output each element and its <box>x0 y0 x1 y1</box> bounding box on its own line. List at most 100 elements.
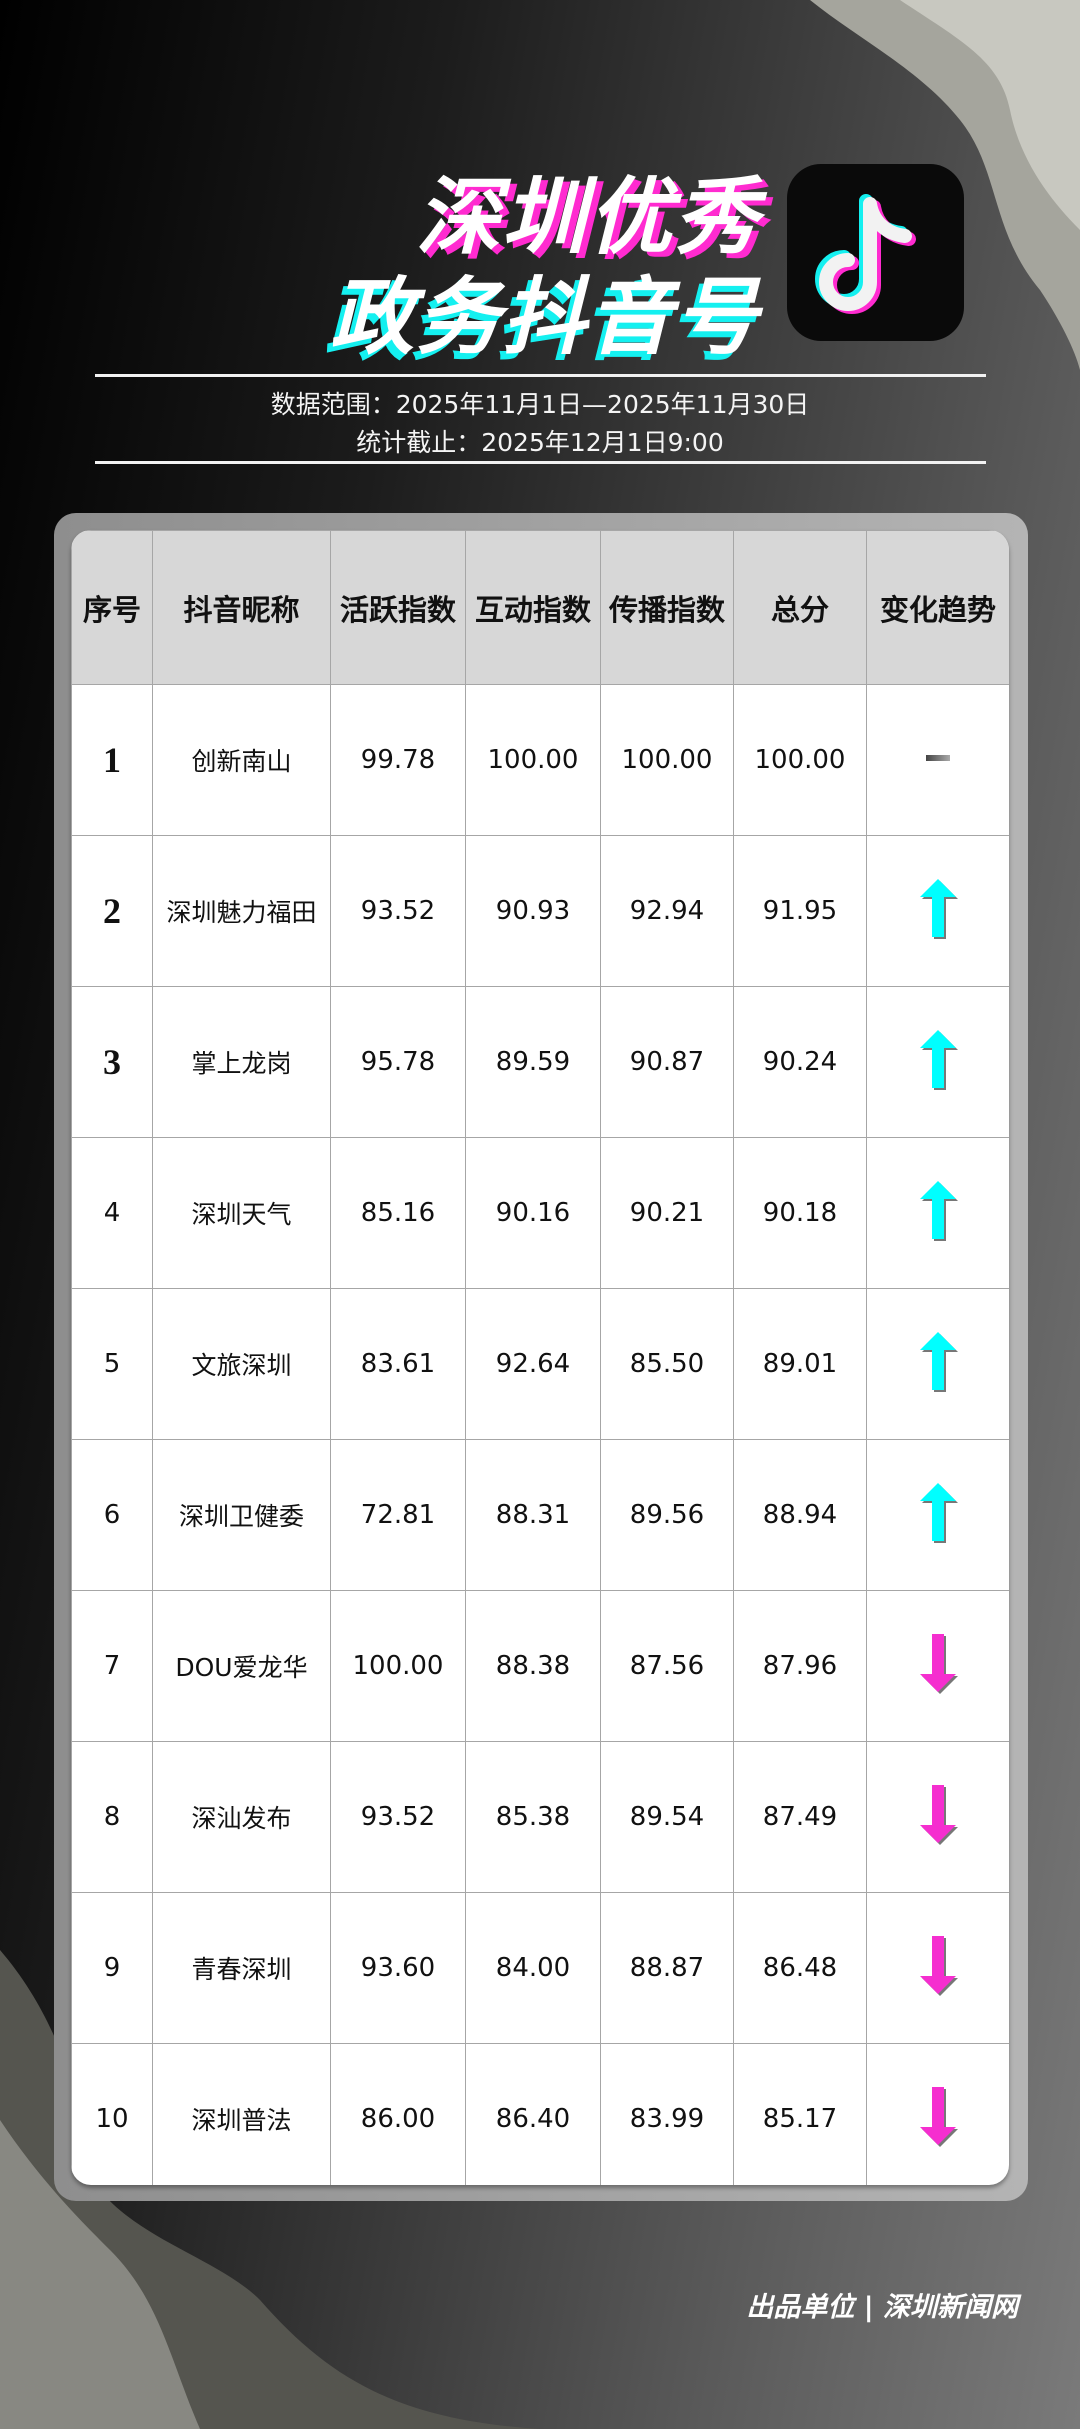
cell-interaction: 88.38 <box>465 1590 601 1742</box>
cell-rank: 6 <box>71 1439 153 1591</box>
cell-spread: 85.50 <box>600 1288 734 1440</box>
arrow-up-icon <box>918 1180 958 1250</box>
table-row: 5 文旅深圳 83.61 92.64 85.50 89.01 <box>71 1288 1009 1440</box>
arrow-up-icon <box>918 1029 958 1099</box>
producer-credit: 出品单位 | 深圳新闻网 <box>746 2292 1018 2323</box>
cell-spread: 92.94 <box>600 835 734 987</box>
cell-interaction: 90.93 <box>465 835 601 987</box>
table-row: 6 深圳卫健委 72.81 88.31 89.56 88.94 <box>71 1439 1009 1591</box>
cell-activity: 72.81 <box>330 1439 466 1591</box>
cell-name: 深圳卫健委 <box>152 1439 331 1591</box>
divider-top <box>95 374 986 377</box>
table-row: 3 掌上龙岗 95.78 89.59 90.87 90.24 <box>71 986 1009 1138</box>
cell-spread: 88.87 <box>600 1892 734 2044</box>
ranking-table-container: 序号 抖音昵称 活跃指数 互动指数 传播指数 总分 变化趋势 1 创新南山 99.78 100.0… <box>71 530 1009 2185</box>
cell-rank: 10 <box>71 2043 153 2185</box>
arrow-down-icon <box>918 2086 958 2156</box>
cell-trend <box>866 1439 1009 1591</box>
cell-interaction: 85.38 <box>465 1741 601 1893</box>
cell-spread: 90.87 <box>600 986 734 1138</box>
cell-name: 文旅深圳 <box>152 1288 331 1440</box>
cell-rank: 7 <box>71 1590 153 1742</box>
cell-rank: 8 <box>71 1741 153 1893</box>
cell-name: 掌上龙岗 <box>152 986 331 1138</box>
cell-activity: 86.00 <box>330 2043 466 2185</box>
cell-total: 89.01 <box>733 1288 867 1440</box>
cell-trend <box>866 986 1009 1138</box>
cell-total: 88.94 <box>733 1439 867 1591</box>
data-range: 数据范围：2025年11月1日—2025年11月30日 <box>270 390 810 419</box>
cell-rank: 9 <box>71 1892 153 2044</box>
header-spread: 传播指数 <box>600 530 734 685</box>
cell-spread: 90.21 <box>600 1137 734 1289</box>
table-row: 2 深圳魅力福田 93.52 90.93 92.94 91.95 <box>71 835 1009 987</box>
cell-activity: 95.78 <box>330 986 466 1138</box>
cell-activity: 93.60 <box>330 1892 466 2044</box>
cell-rank: 1 <box>71 684 153 836</box>
cell-spread: 89.56 <box>600 1439 734 1591</box>
header-rank: 序号 <box>71 530 153 685</box>
cell-spread: 83.99 <box>600 2043 734 2185</box>
cell-total: 90.18 <box>733 1137 867 1289</box>
header-interaction: 互动指数 <box>465 530 601 685</box>
arrow-down-icon <box>918 1784 958 1854</box>
title-line-1: 深圳优秀 <box>415 168 760 266</box>
cell-trend <box>866 1892 1009 2044</box>
cell-interaction: 92.64 <box>465 1288 601 1440</box>
cell-name: DOU爱龙华 <box>152 1590 331 1742</box>
arrow-up-icon <box>918 1331 958 1401</box>
cell-trend <box>866 1288 1009 1440</box>
cell-name: 深圳普法 <box>152 2043 331 2185</box>
dash-icon <box>918 745 958 775</box>
cutoff-time: 统计截止：2025年12月1日9:00 <box>356 428 724 457</box>
cell-activity: 93.52 <box>330 835 466 987</box>
cell-trend <box>866 835 1009 987</box>
table-row: 4 深圳天气 85.16 90.16 90.21 90.18 <box>71 1137 1009 1289</box>
cell-total: 87.96 <box>733 1590 867 1742</box>
cell-interaction: 89.59 <box>465 986 601 1138</box>
cell-trend <box>866 684 1009 836</box>
cell-interaction: 100.00 <box>465 684 601 836</box>
cell-spread: 89.54 <box>600 1741 734 1893</box>
header-activity: 活跃指数 <box>330 530 466 685</box>
cell-name: 创新南山 <box>152 684 331 836</box>
cell-interaction: 84.00 <box>465 1892 601 2044</box>
table-row: 9 青春深圳 93.60 84.00 88.87 86.48 <box>71 1892 1009 2044</box>
cell-trend <box>866 1741 1009 1893</box>
cell-trend <box>866 1590 1009 1742</box>
cell-activity: 83.61 <box>330 1288 466 1440</box>
cell-name: 深汕发布 <box>152 1741 331 1893</box>
header-total: 总分 <box>733 530 867 685</box>
cell-name: 青春深圳 <box>152 1892 331 2044</box>
title-line-2: 政务抖音号 <box>329 268 760 366</box>
cell-total: 91.95 <box>733 835 867 987</box>
cell-total: 90.24 <box>733 986 867 1138</box>
cell-trend <box>866 1137 1009 1289</box>
divider-bottom <box>95 461 986 464</box>
douyin-logo-icon <box>787 164 964 341</box>
arrow-down-icon <box>918 1633 958 1703</box>
cell-interaction: 86.40 <box>465 2043 601 2185</box>
cell-activity: 99.78 <box>330 684 466 836</box>
header-name: 抖音昵称 <box>152 530 331 685</box>
cell-total: 87.49 <box>733 1741 867 1893</box>
cell-name: 深圳天气 <box>152 1137 331 1289</box>
cell-activity: 85.16 <box>330 1137 466 1289</box>
arrow-up-icon <box>918 1482 958 1552</box>
ranking-table: 序号 抖音昵称 活跃指数 互动指数 传播指数 总分 变化趋势 1 创新南山 99.78 100.0… <box>71 530 1009 2185</box>
cell-name: 深圳魅力福田 <box>152 835 331 987</box>
cell-total: 100.00 <box>733 684 867 836</box>
table-row: 8 深汕发布 93.52 85.38 89.54 87.49 <box>71 1741 1009 1893</box>
arrow-down-icon <box>918 1935 958 2005</box>
cell-total: 86.48 <box>733 1892 867 2044</box>
cell-interaction: 88.31 <box>465 1439 601 1591</box>
cell-rank: 2 <box>71 835 153 987</box>
cell-spread: 100.00 <box>600 684 734 836</box>
cell-total: 85.17 <box>733 2043 867 2185</box>
cell-interaction: 90.16 <box>465 1137 601 1289</box>
table-row: 10 深圳普法 86.00 86.40 83.99 85.17 <box>71 2043 1009 2185</box>
arrow-up-icon <box>918 878 958 948</box>
cell-trend <box>866 2043 1009 2185</box>
header-trend: 变化趋势 <box>866 530 1009 685</box>
